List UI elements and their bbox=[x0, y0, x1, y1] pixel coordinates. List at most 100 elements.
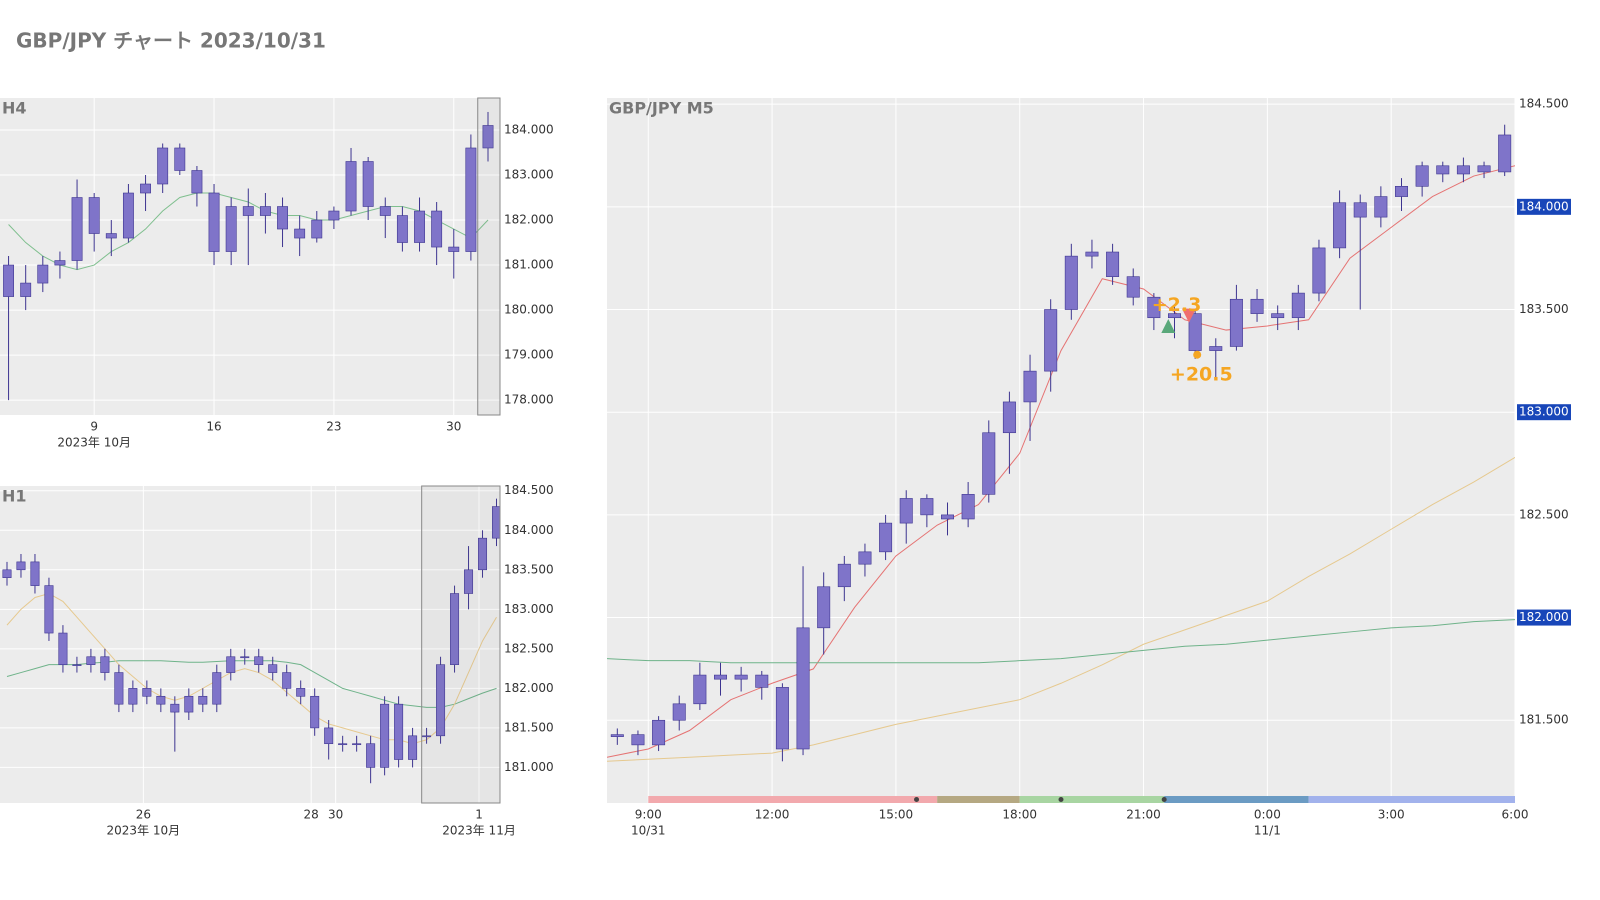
candle-body bbox=[54, 260, 66, 266]
candle-body bbox=[128, 688, 138, 705]
y-tick-label: 181.000 bbox=[504, 760, 554, 774]
candle-body bbox=[379, 206, 391, 216]
candle-body bbox=[414, 210, 425, 243]
candle-body bbox=[837, 563, 851, 588]
candle-body bbox=[324, 727, 334, 745]
y-tick-label: 182.000 bbox=[504, 213, 554, 227]
plot-layer bbox=[3, 111, 494, 401]
x-tick-label: 16 bbox=[206, 420, 221, 434]
candle-body bbox=[20, 282, 32, 297]
y-tick-label: 184.000 bbox=[504, 523, 554, 537]
candle-body bbox=[1064, 255, 1078, 310]
candle-body bbox=[1436, 165, 1450, 175]
candle-body bbox=[170, 703, 180, 713]
candle-body bbox=[88, 197, 100, 234]
x-tick-label: 15:00 bbox=[879, 808, 914, 822]
candle-body bbox=[208, 192, 220, 252]
candle-body bbox=[1333, 202, 1347, 249]
candle-body bbox=[408, 735, 418, 760]
candle-body bbox=[492, 506, 500, 539]
y-tick-label: 182.500 bbox=[504, 641, 554, 655]
y-tick-label: 181.500 bbox=[1519, 713, 1569, 727]
candle-body bbox=[282, 672, 292, 689]
candle-body bbox=[174, 147, 186, 171]
candle-body bbox=[961, 494, 975, 520]
x-tick-label: 26 bbox=[136, 808, 151, 822]
y-tick-label: 181.000 bbox=[504, 258, 554, 272]
candle-body bbox=[105, 233, 117, 239]
candle-body bbox=[296, 688, 306, 697]
candle-body bbox=[920, 498, 934, 516]
highlight-range bbox=[421, 485, 501, 804]
y-tick-label: 182.500 bbox=[1519, 507, 1569, 521]
x-tick-label: 6:00 bbox=[1502, 808, 1529, 822]
candle-body bbox=[422, 735, 432, 738]
candle-body bbox=[465, 147, 477, 252]
x-sublabel: 2023年 11月 bbox=[442, 824, 516, 838]
plot-background bbox=[0, 98, 500, 415]
highlight-range bbox=[477, 97, 501, 416]
moving-average bbox=[607, 456, 1515, 762]
price-badge bbox=[1517, 404, 1571, 421]
candle-body bbox=[672, 703, 686, 721]
panel-title: H1 bbox=[2, 487, 27, 506]
candle-body bbox=[1374, 196, 1388, 218]
candle-body bbox=[734, 674, 748, 680]
y-tick-label: 184.500 bbox=[1519, 97, 1569, 111]
candle-body bbox=[16, 561, 26, 571]
x-tick-label: 18:00 bbox=[1002, 808, 1037, 822]
page-title: GBP/JPY チャート 2023/10/31 bbox=[16, 29, 326, 53]
candle-body bbox=[1498, 134, 1512, 173]
candle-body bbox=[817, 586, 831, 629]
x-tick-label: 0:00 bbox=[1254, 808, 1281, 822]
candle-body bbox=[114, 672, 124, 705]
y-tick-label: 182.000 bbox=[504, 681, 554, 695]
candle-body bbox=[259, 206, 271, 216]
y-tick-label: 184.000 bbox=[504, 122, 554, 136]
trade-marker bbox=[1161, 318, 1176, 333]
candle-body bbox=[184, 695, 194, 713]
candle-body bbox=[941, 514, 954, 520]
candle-body bbox=[1477, 165, 1491, 173]
candle-body bbox=[3, 264, 14, 297]
candle-body bbox=[899, 498, 913, 524]
x-tick-label: 12:00 bbox=[755, 808, 790, 822]
x-tick-label: 30 bbox=[446, 420, 461, 434]
candle-body bbox=[142, 688, 152, 697]
session-dot bbox=[1058, 797, 1064, 802]
annotation: +20.5 bbox=[1170, 364, 1233, 386]
candle-body bbox=[71, 197, 83, 261]
candle-body bbox=[225, 206, 237, 252]
candle-body bbox=[1291, 292, 1305, 319]
panel-title: GBP/JPY M5 bbox=[609, 99, 714, 118]
x-sublabel: 2023年 10月 bbox=[57, 436, 131, 450]
x-tick-label: 9 bbox=[90, 420, 98, 434]
candle-body bbox=[198, 695, 208, 705]
candle-body bbox=[464, 569, 474, 594]
y-tick-label: 180.000 bbox=[504, 303, 554, 317]
x-tick-label: 21:00 bbox=[1126, 808, 1161, 822]
candle-body bbox=[448, 246, 460, 252]
candle-body bbox=[478, 537, 488, 571]
x-sublabel: 10/31 bbox=[631, 824, 666, 838]
candle-body bbox=[755, 674, 769, 688]
candle-body bbox=[1168, 313, 1181, 319]
panel-title: H4 bbox=[2, 99, 27, 118]
y-tick-label: 178.000 bbox=[504, 393, 554, 407]
candle-body bbox=[2, 569, 12, 579]
candle-body bbox=[482, 125, 494, 149]
candle-body bbox=[1415, 165, 1429, 187]
candle-body bbox=[1023, 370, 1037, 403]
candle-body bbox=[44, 585, 54, 634]
candle-body bbox=[157, 147, 169, 185]
y-tick-label: 183.000 bbox=[504, 602, 554, 616]
candle-body bbox=[693, 674, 707, 705]
candle-body bbox=[240, 656, 250, 659]
moving-average bbox=[607, 165, 1515, 758]
candle-body bbox=[1353, 202, 1367, 218]
candle-body bbox=[268, 664, 278, 673]
candle-body bbox=[311, 219, 323, 239]
session-bar bbox=[1164, 796, 1309, 803]
candle-body bbox=[394, 703, 404, 760]
